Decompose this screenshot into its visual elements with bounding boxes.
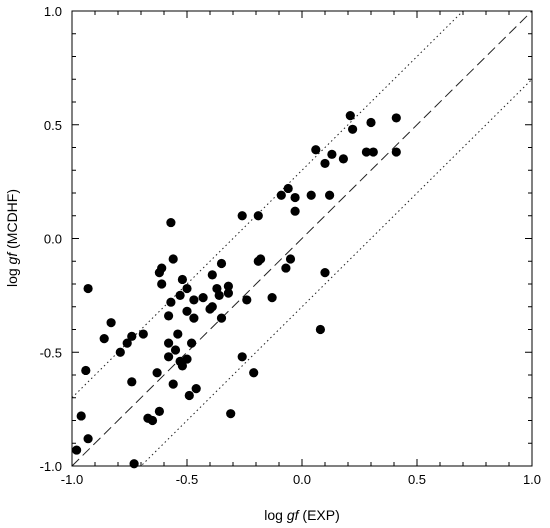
data-points [72,111,401,469]
data-point [157,279,167,289]
tick-labels: -1.0 -0.5 0.0 0.5 1.0 -1.0 -0.5 0.0 0.5 1.0 [40,4,541,487]
data-point [147,415,158,426]
y-tick-label: -0.5 [40,345,62,360]
data-point [366,117,376,128]
data-point [173,329,183,339]
y-axis-label: log gf (MCDHF) [4,189,20,287]
data-point [177,361,187,371]
data-point [216,258,227,269]
data-point [216,313,227,323]
data-point [391,147,401,157]
data-point [177,274,187,285]
data-point [226,409,236,419]
data-point [83,283,93,294]
data-point [198,293,208,303]
data-point [187,338,197,348]
y-tick-label: 1.0 [44,4,62,19]
reference-lines [72,11,532,466]
data-point [164,311,174,321]
identity-line [72,11,532,466]
data-point [315,324,325,335]
data-point [138,329,148,339]
data-point [237,352,247,362]
data-point [76,411,86,421]
data-point [207,302,217,312]
data-point [182,306,192,316]
data-point [345,111,355,121]
data-point [166,297,176,307]
data-point [184,390,194,401]
data-point [157,263,167,273]
x-tick-label: 1.0 [523,472,541,487]
data-point [189,295,199,305]
data-point [237,211,247,221]
data-point [290,206,300,216]
data-point [164,338,174,348]
data-point [127,331,137,341]
data-point [348,124,358,134]
data-point [276,190,286,200]
data-point [83,434,93,444]
data-point [191,384,201,394]
data-point [320,158,330,169]
data-point [391,113,401,123]
y-tick-label: 0.0 [44,232,62,247]
data-point [122,338,132,348]
data-point [182,354,192,364]
data-point [320,268,330,278]
data-point [129,459,139,469]
data-point [249,368,259,378]
data-point [223,288,233,298]
data-point [311,145,321,155]
data-point [242,295,252,305]
axis-ticks [71,10,533,467]
data-point [214,290,224,300]
data-point [338,154,348,164]
data-point [189,313,199,323]
data-point [285,254,296,264]
data-point [170,345,181,355]
data-point [175,290,185,300]
data-point [99,334,109,344]
data-point [325,190,335,200]
data-point [72,445,82,455]
data-point [283,183,293,194]
x-tick-label: -0.5 [176,472,198,487]
data-point [281,263,291,273]
x-tick-label: -1.0 [61,472,83,487]
data-point [256,254,266,264]
data-point [127,377,137,387]
data-point [207,270,217,280]
data-point [81,365,91,376]
data-point [253,211,263,221]
data-point [168,379,178,389]
data-point [361,147,371,157]
x-tick-label: 0.0 [293,472,311,487]
data-point [106,318,116,328]
x-tick-label: 0.5 [408,472,426,487]
data-point [223,281,233,291]
data-point [154,406,164,416]
data-point [306,190,316,200]
data-point [152,368,162,378]
y-tick-label: 0.5 [44,118,62,133]
y-tick-label: -1.0 [40,459,62,474]
data-point [327,149,337,159]
x-axis-label: log gf (EXP) [264,507,340,523]
data-point [368,147,378,157]
data-point [267,293,277,303]
offset-line-1 [72,11,464,399]
data-point [168,254,178,264]
data-point [290,192,300,203]
data-point [182,283,192,294]
data-point [166,217,176,228]
data-point [115,347,125,357]
data-point [164,352,174,362]
